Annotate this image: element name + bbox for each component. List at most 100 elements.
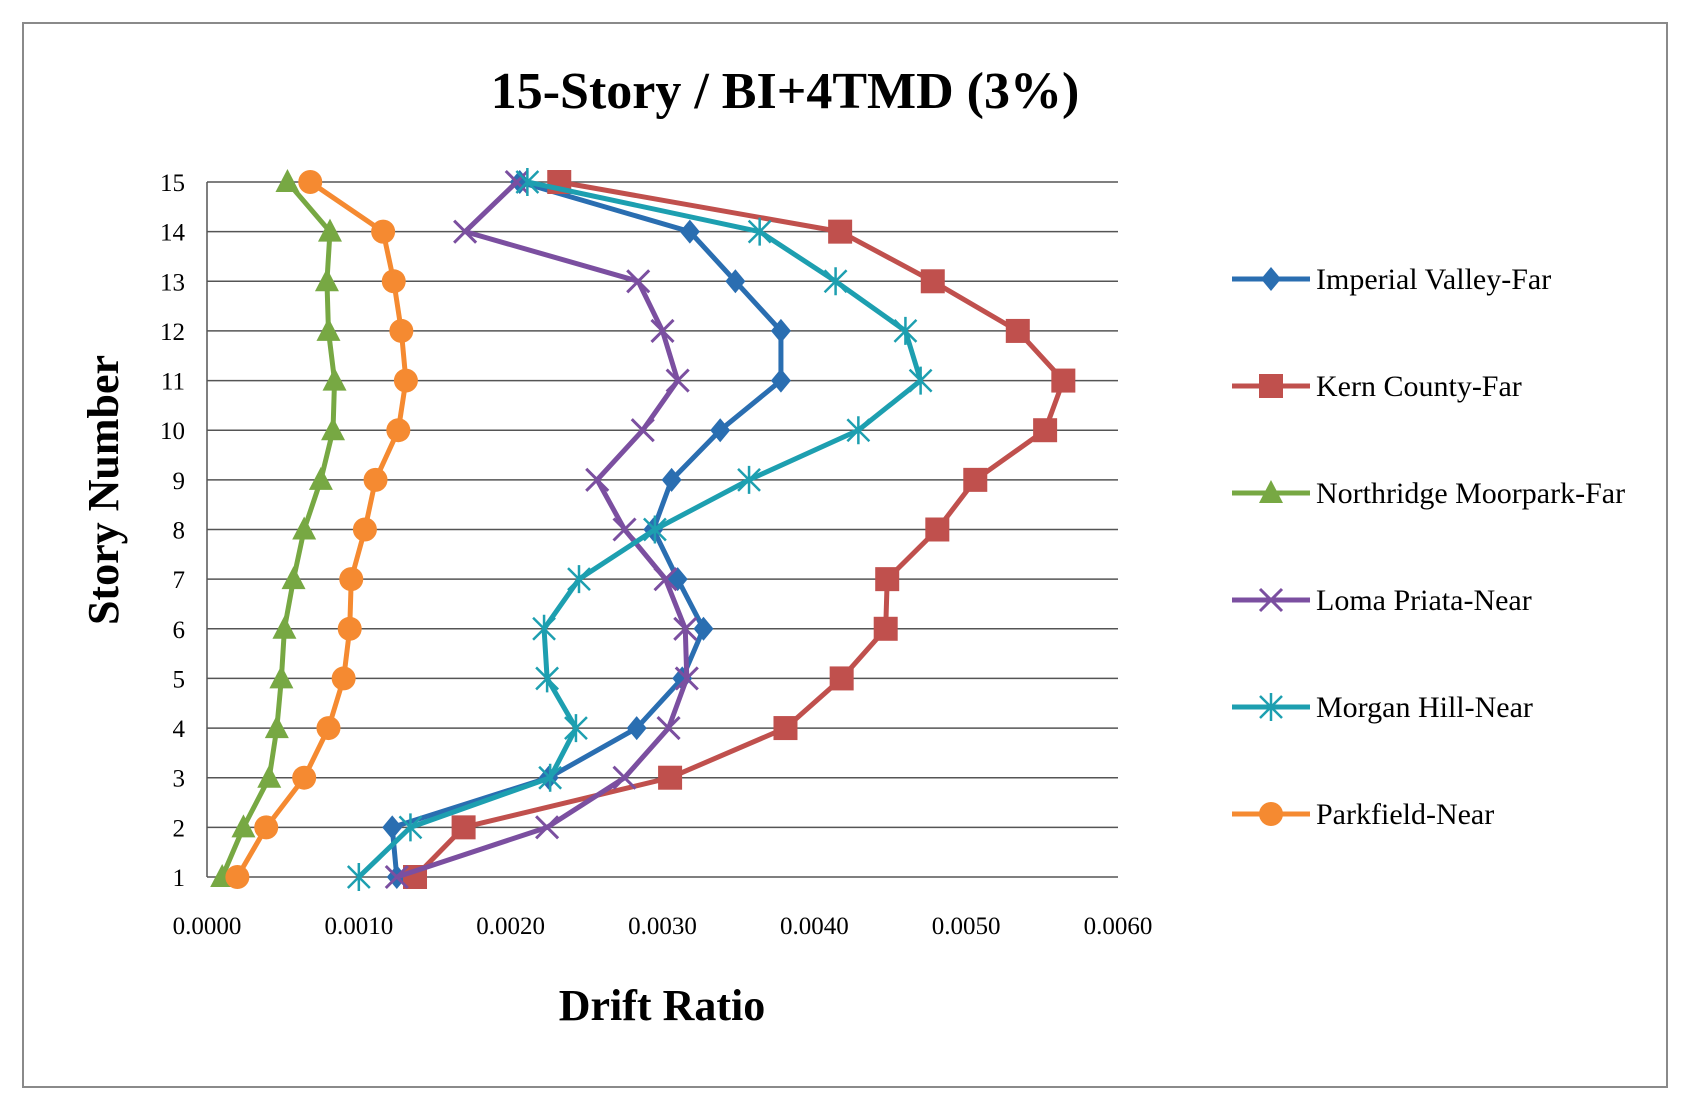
data-point-parkfield-near — [363, 467, 388, 492]
x-tick-label: 0.0050 — [932, 913, 1001, 940]
series-kern-county-far — [403, 170, 1076, 889]
data-point-parkfield-near — [316, 716, 341, 741]
legend-item-loma-priata-near: Loma Priata-Near — [1232, 584, 1532, 617]
data-point-kern-county-far — [873, 616, 898, 641]
data-point-loma-priata-near — [453, 219, 478, 244]
y-tick-label: 8 — [173, 518, 186, 545]
data-point-kern-county-far — [920, 269, 945, 294]
data-point-kern-county-far — [875, 567, 900, 592]
data-point-parkfield-near — [381, 269, 406, 294]
data-point-morgan-hill-near — [564, 714, 588, 743]
legend-label: Parkfield-Near — [1316, 798, 1494, 831]
data-point-northridge-moorpark-far — [269, 665, 294, 689]
data-point-northridge-moorpark-far — [292, 516, 317, 540]
y-tick-label: 2 — [173, 815, 186, 842]
legend-marker — [1258, 587, 1284, 613]
data-point-parkfield-near — [352, 517, 377, 542]
data-point-parkfield-near — [292, 765, 317, 790]
y-tick-label: 9 — [173, 468, 186, 495]
data-point-loma-priata-near — [612, 517, 637, 542]
data-point-imperial-valley-far — [693, 616, 714, 641]
legend-item-kern-county-far: Kern County-Far — [1232, 370, 1522, 403]
y-tick-label: 6 — [173, 617, 186, 644]
legend-item-parkfield-near: Parkfield-Near — [1232, 798, 1494, 831]
x-tick-label: 0.0010 — [324, 913, 393, 940]
y-tick-label: 7 — [173, 567, 186, 594]
data-point-northridge-moorpark-far — [321, 417, 346, 441]
legend-marker — [1259, 802, 1283, 826]
data-point-loma-priata-near — [656, 716, 681, 741]
data-point-kern-county-far — [658, 765, 683, 790]
y-tick-label: 1 — [173, 865, 186, 892]
x-tick-label: 0.0040 — [780, 913, 849, 940]
y-tick-label: 4 — [173, 716, 186, 743]
data-point-loma-priata-near — [630, 418, 655, 443]
data-point-morgan-hill-near — [346, 863, 371, 891]
data-point-northridge-moorpark-far — [317, 218, 342, 242]
data-point-morgan-hill-near — [398, 813, 423, 842]
data-point-morgan-hill-near — [737, 465, 761, 494]
data-point-morgan-hill-near — [747, 217, 772, 246]
data-point-morgan-hill-near — [643, 515, 667, 544]
data-point-kern-county-far — [925, 517, 950, 542]
data-point-morgan-hill-near — [538, 763, 563, 792]
x-tick-label: 0.0000 — [173, 913, 242, 940]
data-point-imperial-valley-far — [710, 418, 731, 443]
legend-item-morgan-hill-near: Morgan Hill-Near — [1232, 691, 1533, 724]
data-point-imperial-valley-far — [661, 467, 682, 492]
y-tick-label: 11 — [161, 369, 185, 396]
data-point-kern-county-far — [451, 815, 476, 840]
legend-marker — [1259, 480, 1283, 503]
legend-marker — [1259, 374, 1283, 398]
data-point-parkfield-near — [225, 865, 250, 889]
data-point-imperial-valley-far — [770, 318, 791, 343]
data-point-northridge-moorpark-far — [257, 764, 282, 788]
series-loma-priata-near — [384, 169, 699, 890]
y-tick-label: 5 — [173, 666, 186, 693]
data-point-parkfield-near — [389, 318, 414, 343]
data-point-imperial-valley-far — [725, 269, 746, 294]
data-point-morgan-hill-near — [893, 316, 918, 345]
data-point-parkfield-near — [371, 219, 396, 244]
data-point-northridge-moorpark-far — [281, 566, 306, 590]
data-point-loma-priata-near — [673, 616, 698, 641]
data-point-northridge-moorpark-far — [272, 615, 297, 639]
data-point-parkfield-near — [393, 368, 418, 393]
data-point-morgan-hill-near — [535, 664, 559, 693]
data-point-loma-priata-near — [674, 666, 699, 691]
data-point-loma-priata-near — [504, 169, 529, 195]
series-morgan-hill-near — [346, 168, 933, 891]
data-point-loma-priata-near — [665, 368, 690, 393]
series-northridge-moorpark-far — [210, 169, 347, 887]
data-point-northridge-moorpark-far — [231, 814, 256, 838]
legend-marker — [1261, 267, 1281, 291]
data-point-northridge-moorpark-far — [275, 169, 300, 192]
data-point-imperial-valley-far — [770, 368, 791, 393]
data-point-northridge-moorpark-far — [308, 466, 333, 490]
data-point-loma-priata-near — [626, 269, 651, 294]
legend-label: Morgan Hill-Near — [1316, 691, 1533, 724]
data-point-kern-county-far — [1005, 318, 1030, 343]
y-tick-label: 3 — [173, 766, 186, 793]
y-tick-label: 14 — [160, 220, 186, 247]
legend-label: Loma Priata-Near — [1316, 584, 1532, 617]
legend-label: Kern County-Far — [1316, 370, 1522, 403]
data-point-loma-priata-near — [384, 864, 409, 890]
data-point-morgan-hill-near — [908, 366, 933, 395]
data-point-morgan-hill-near — [567, 565, 591, 594]
data-point-parkfield-near — [298, 170, 323, 194]
data-point-morgan-hill-near — [515, 168, 540, 196]
data-point-kern-county-far — [773, 716, 798, 741]
legend-marker — [1259, 693, 1283, 721]
legend-item-northridge-moorpark-far: Northridge Moorpark-Far — [1232, 477, 1625, 510]
data-point-northridge-moorpark-far — [264, 715, 289, 739]
data-point-northridge-moorpark-far — [314, 268, 339, 292]
data-point-loma-priata-near — [585, 467, 610, 492]
data-point-imperial-valley-far — [626, 716, 647, 741]
x-tick-label: 0.0030 — [628, 913, 697, 940]
data-point-kern-county-far — [1033, 418, 1058, 443]
data-point-parkfield-near — [386, 418, 411, 443]
series-parkfield-near — [225, 170, 418, 889]
data-point-loma-priata-near — [650, 318, 675, 343]
